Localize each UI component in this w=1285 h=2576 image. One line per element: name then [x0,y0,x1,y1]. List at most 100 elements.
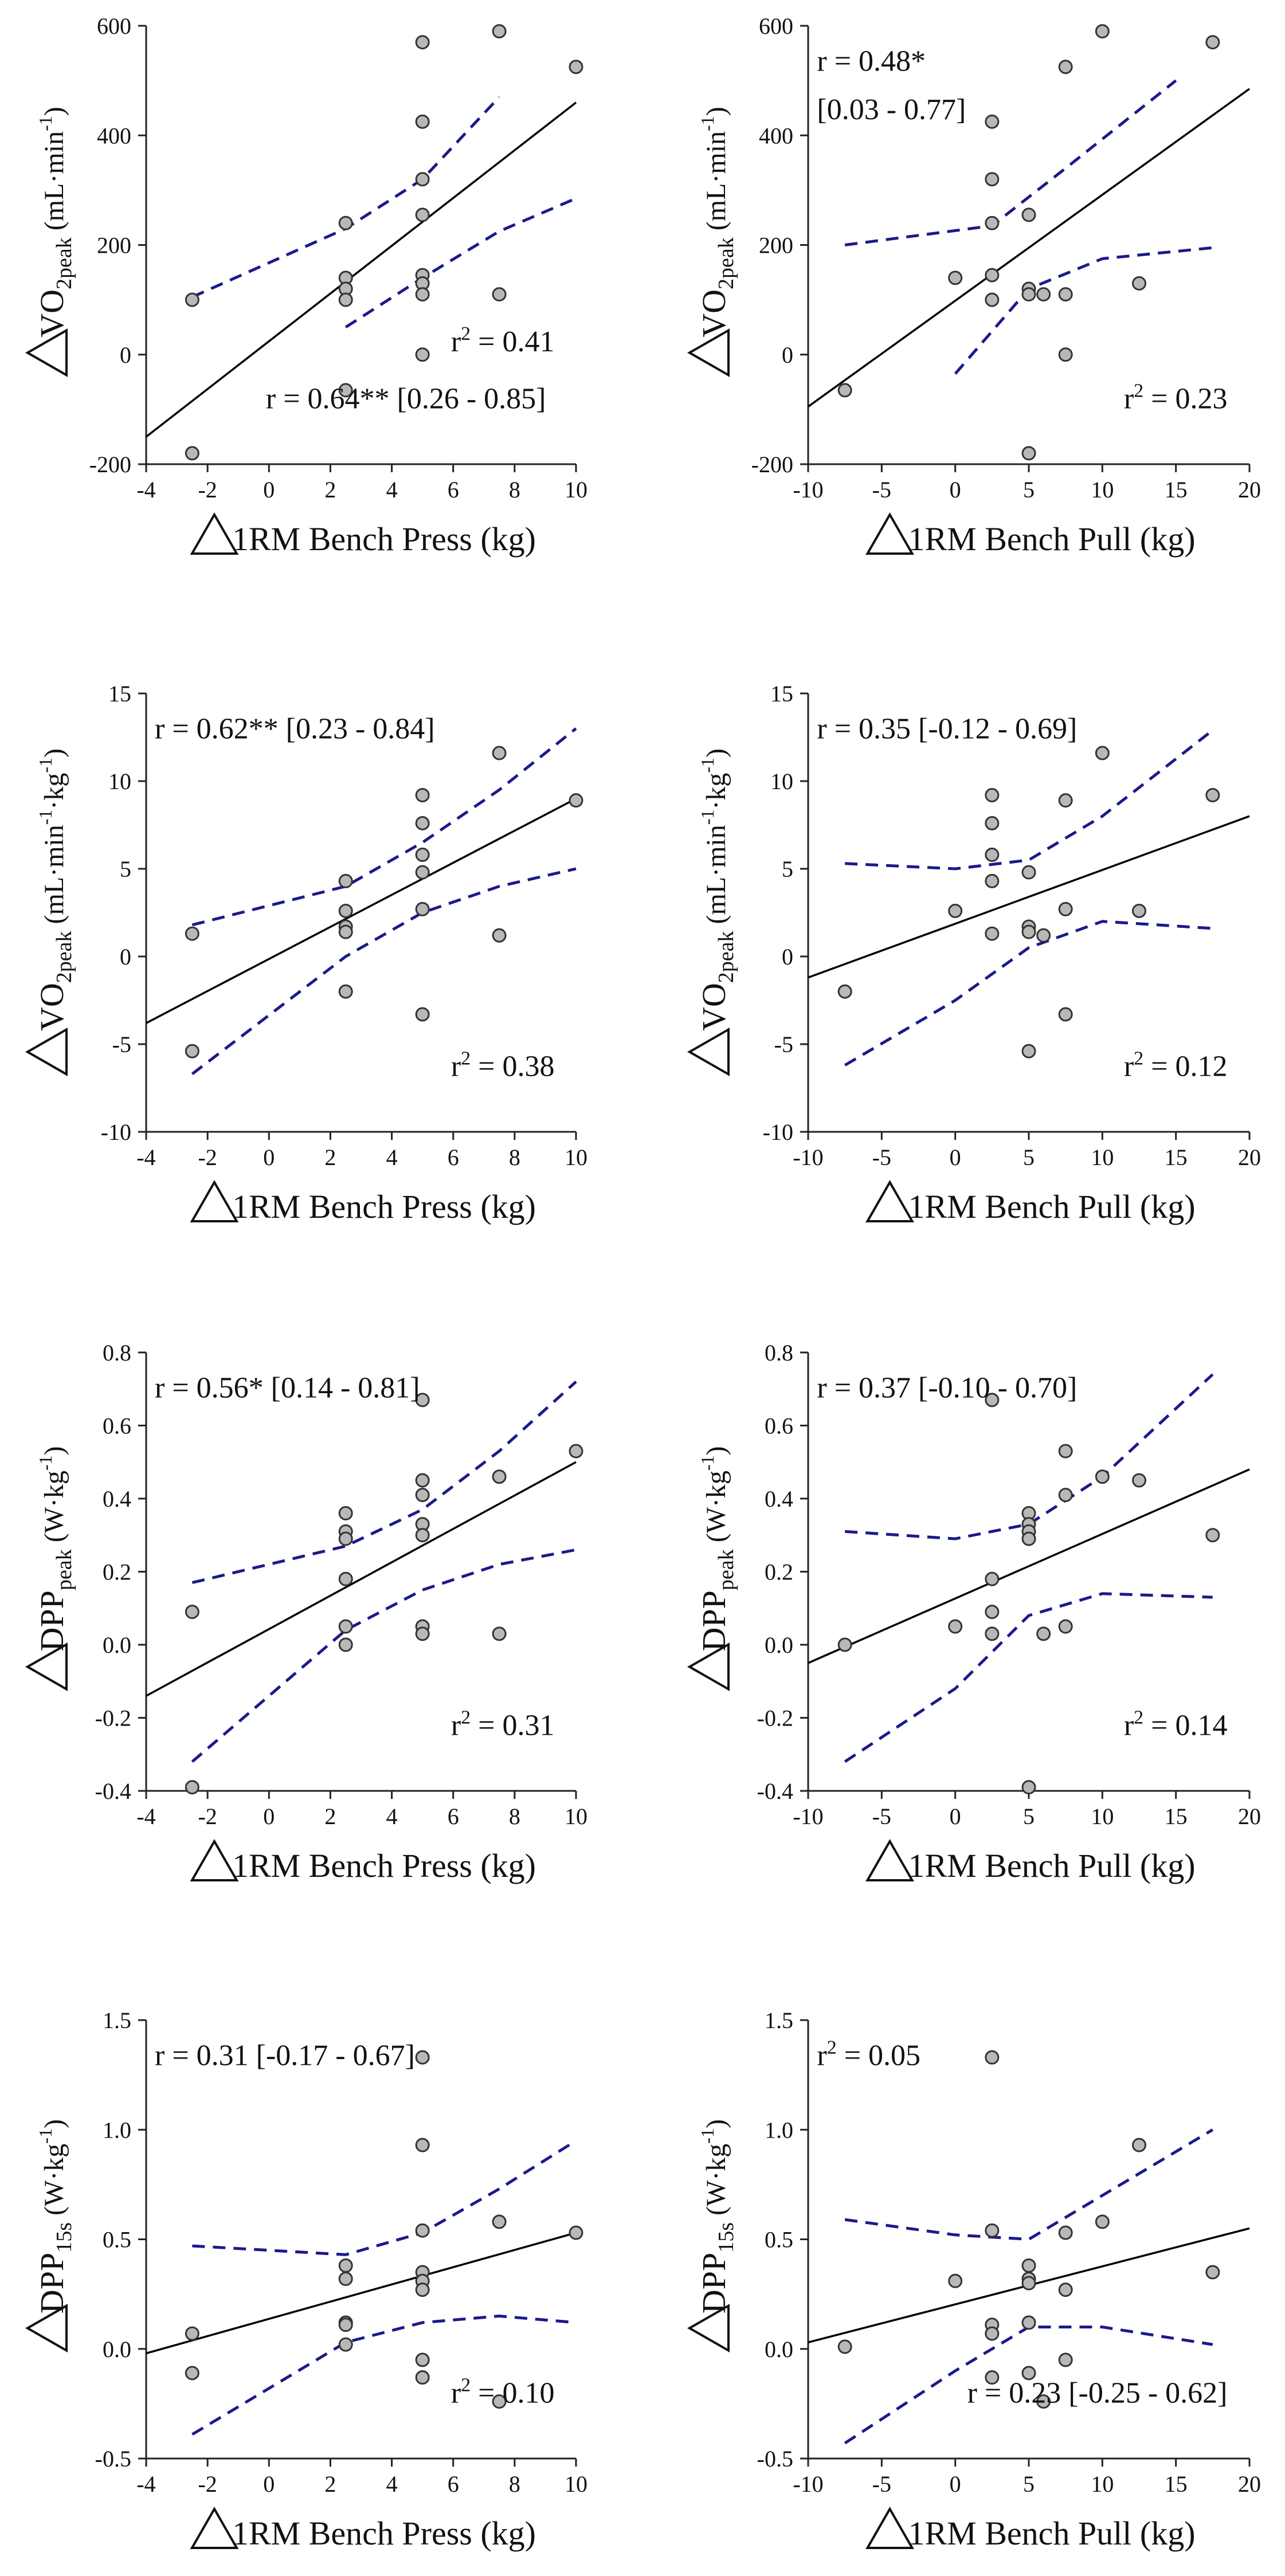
x-axis-label: 1RM Bench Pull (kg) [908,1188,1195,1225]
ci-upper-curve [191,1381,577,1585]
data-point [948,270,963,285]
data-point [837,2339,852,2354]
x-tick-label: -2 [198,477,217,503]
data-point [1095,2214,1110,2229]
y-axis-label-group: VO2peak (mL·min-1) [687,107,738,377]
ci-lower-curve [191,2314,577,2436]
data-point [415,2282,430,2297]
y-label-main: VO [695,289,732,338]
data-point [1132,276,1146,291]
data-point [1132,903,1146,918]
y-axis-label: DPP15s (W·kg-1) [695,2119,738,2314]
data-point [985,1605,1000,1620]
ci-upper-curve [191,96,500,299]
annotation-ci: [0.03 - 0.77] [817,93,966,126]
panel-4: -10 -5 0 5 10 15 20 -10 -5 0 5 10 15 r = 0.35 [-0.12 … [687,681,1261,1225]
annotation-r2: r2 = 0.38 [451,1048,555,1083]
y-axis-label: VO2peak (mL·min-1·kg-1) [33,748,76,1031]
y-tick-label: -0.4 [95,1778,131,1804]
x-tick-label: 0 [263,1803,275,1829]
data-point [1021,2258,1036,2273]
data-point [492,24,507,39]
regression-line [807,88,1251,408]
annotation-superscript: 2 [461,323,471,344]
ci-lower-curve [844,1592,1213,1763]
x-axis-label: 1RM Bench Press (kg) [232,1847,536,1884]
y-label-unit-superscript-2: -1 [35,758,56,773]
data-point [1058,793,1073,808]
x-tick-label: 4 [386,2471,398,2497]
x-tick-label: 10 [565,2471,587,2497]
y-tick-label: 0.4 [765,1486,793,1512]
y-label-unit-tail: ) [701,1446,731,1455]
data-point [338,383,353,398]
data-point [1036,928,1051,943]
panel-7: -4 -2 0 2 4 6 8 10 -0.5 0.0 0.5 1.0 1.5 r = 0.31 [-0.… [25,2008,587,2552]
y-label-unit-superscript: -1 [697,2128,718,2144]
ci-upper-curve [844,79,1177,246]
annotation-base: r [1124,1710,1134,1742]
y-tick-label: 400 [759,123,793,148]
x-tick-label: 0 [263,2471,275,2497]
y-label-unit: (mL·min [39,825,69,931]
data-point [415,1007,430,1022]
ci-lower-curve [954,246,1213,375]
data-point [1021,207,1036,222]
y-axis-label-group: VO2peak (mL·min-1·kg-1) [25,748,76,1076]
y-tick-label: 1.5 [103,2008,131,2033]
y-label-main: DPP [33,2253,70,2314]
data-point [185,926,199,941]
y-label-main: VO [695,983,732,1031]
data-point [185,1044,199,1058]
x-tick-label: -10 [793,477,823,503]
delta-triangle-icon [865,512,914,555]
data-point [1058,287,1073,302]
y-label-subscript: 2peak [52,237,76,289]
x-tick-label: 0 [950,477,961,503]
y-label-unit-tail: ) [701,107,731,116]
y-label-unit-tail: ) [39,1446,69,1455]
y-tick-label: 0.0 [103,2336,131,2362]
data-point [985,172,1000,187]
y-label-unit: (W·kg [701,1471,731,1549]
annotation-r2: r2 = 0.31 [451,1707,555,1742]
x-tick-label: 4 [386,1803,398,1829]
y-label-subscript: 2peak [714,237,738,289]
data-point [415,815,430,830]
x-tick-label: 20 [1238,2471,1261,2497]
data-point [185,446,199,461]
x-tick-label: 0 [263,477,275,503]
x-tick-label: -5 [872,2471,891,2497]
y-tick-label: 15 [108,681,131,707]
x-tick-label: -5 [872,1144,891,1170]
data-point [1036,1626,1051,1641]
x-tick-label: -10 [793,1144,823,1170]
regression-line [146,798,577,1024]
delta-triangle-icon [25,1028,68,1076]
y-tick-label: 1.5 [765,2008,793,2033]
x-tick-label: 15 [1165,1144,1188,1170]
x-tick-label: 8 [509,1144,520,1170]
y-tick-label: 0.2 [103,1559,131,1585]
data-point [985,268,1000,283]
annotation-base: r [451,1050,461,1083]
y-axis-label-group: DPPpeak (W·kg-1) [687,1446,738,1691]
data-point [1205,2265,1220,2280]
y-axis-label: DPPpeak (W·kg-1) [33,1446,76,1651]
ci-lower-curve [344,197,577,329]
data-point [338,873,353,888]
y-tick-label: 1.0 [765,2117,793,2143]
annotation-r2: r2 = 0.10 [451,2375,555,2410]
data-point [1058,347,1073,362]
y-label-unit-mid: ·kg [39,773,69,810]
annotation-superscript: 2 [461,1707,471,1728]
y-tick-label: 15 [770,681,793,707]
data-point [985,2370,1000,2385]
data-point [1205,1528,1220,1543]
x-tick-label: 0 [950,1803,961,1829]
y-tick-label: 0.2 [765,1559,793,1585]
delta-triangle-icon [190,2506,239,2549]
data-point [338,1637,353,1652]
y-tick-label: 0.6 [765,1413,793,1439]
